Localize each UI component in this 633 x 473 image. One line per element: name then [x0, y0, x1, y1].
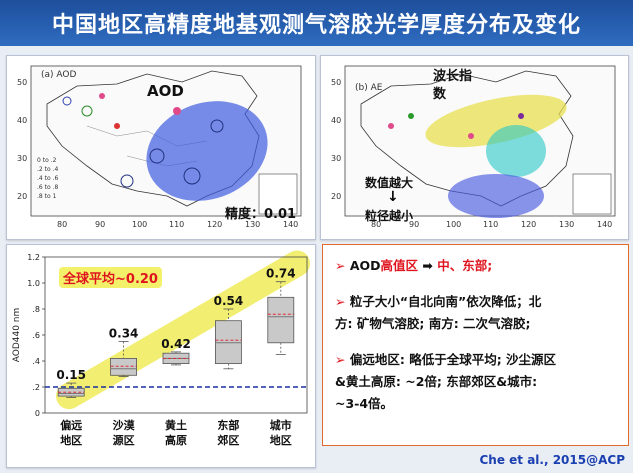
- map-legend: 0 to .2 .2 to .4 .4 to .6 .6 to .8 .8 to…: [37, 156, 58, 201]
- box: [267, 296, 295, 344]
- y-tick: 40: [17, 116, 28, 125]
- x-tick: 90: [409, 220, 420, 229]
- x-tick: 130: [245, 220, 261, 229]
- median-value-label: 0.42: [161, 337, 191, 351]
- arrow-top-label: 数值越大: [365, 176, 414, 190]
- category-label: 黄土: [165, 418, 187, 432]
- aod-overlay-label: AOD: [147, 82, 184, 100]
- x-tick: 140: [283, 220, 299, 229]
- aod-map: [30, 65, 302, 217]
- x-tick: 110: [169, 220, 185, 229]
- legend-item: .8 to 1: [37, 193, 57, 200]
- ae-overlay-label: 波长指数: [433, 69, 473, 102]
- y-tick-label: .8: [32, 305, 40, 314]
- y-tick-label: .2: [32, 383, 40, 392]
- boxplot-panel: 0.2.4.6.8 1.0 1.2 AOD440 nm 0.15 偏远 地区 0.34 沙漠 源区…: [6, 244, 316, 468]
- bullet-marker: ➢: [335, 352, 346, 367]
- category-label: 沙漠: [113, 418, 136, 432]
- bullet-3: ➢ 偏远地区: 略低于全球平均; 沙尘源区 &黄土高原: ~2倍; 东部郊区&城…: [335, 352, 557, 411]
- x-tick: 80: [371, 220, 382, 229]
- y-tick: 20: [17, 192, 28, 201]
- x-tick: 130: [559, 220, 575, 229]
- map-panel-label: (b) AE: [355, 83, 383, 93]
- legend-item: .6 to .8: [37, 184, 59, 191]
- down-arrow-icon: ↓: [387, 189, 399, 205]
- ae-map: [344, 65, 616, 218]
- category-label: 偏远: [60, 418, 82, 432]
- median-value-label: 0.54: [214, 294, 244, 308]
- accuracy-label: 精度：0.01: [225, 207, 297, 222]
- category-label: 东部: [217, 418, 239, 432]
- title-banner: 中国地区高精度地基观测气溶胶光学厚度分布及变化: [0, 0, 633, 46]
- y-tick-label: 1.2: [27, 253, 40, 262]
- y-tick: 20: [331, 192, 342, 201]
- legend-item: .4 to .6: [37, 175, 59, 182]
- x-tick: 120: [521, 220, 537, 229]
- page-title: 中国地区高精度地基观测气溶胶光学厚度分布及变化: [51, 13, 581, 38]
- box: [214, 320, 242, 364]
- aod-map-panel: (a) AOD AOD 精度：0.01 50 40 30 20 80 90 10…: [6, 55, 316, 240]
- y-tick: 50: [17, 78, 28, 87]
- y-tick: 50: [331, 78, 342, 87]
- trend-band: [56, 250, 310, 410]
- category-label: 源区: [113, 433, 135, 447]
- category-label: 郊区: [217, 433, 239, 447]
- x-tick: 120: [207, 220, 223, 229]
- global-mean-label: 全球平均~0.20: [59, 267, 162, 288]
- x-tick: 100: [446, 220, 462, 229]
- legend-item: .2 to .4: [37, 166, 59, 173]
- y-tick: 30: [17, 154, 28, 163]
- x-tick: 110: [483, 220, 499, 229]
- ae-map-panel: (b) AE 波长指数 数值越大 ↓ 粒径越小 50 40 30 20 80 9…: [320, 55, 629, 240]
- median-value-label: 0.15: [56, 368, 86, 382]
- box: [110, 358, 137, 376]
- y-tick: 30: [331, 154, 342, 163]
- category-label: 高原: [165, 433, 187, 447]
- map-panel-label: (a) AOD: [41, 70, 77, 80]
- y-axis-label: AOD440 nm: [12, 308, 22, 363]
- arrow-bottom-label: 粒径越小: [365, 209, 414, 223]
- x-tick: 80: [57, 220, 68, 229]
- category-label: 城市: [270, 418, 292, 432]
- y-tick-label: 0: [35, 409, 40, 418]
- x-tick: 90: [95, 220, 106, 229]
- bullet-marker: ➢: [335, 294, 346, 309]
- y-tick-label: .6: [32, 331, 40, 340]
- category-label: 地区: [60, 433, 82, 447]
- y-tick-label: 1.0: [27, 279, 40, 288]
- x-tick: 100: [132, 220, 148, 229]
- category-label: 地区: [270, 433, 292, 447]
- y-tick: 40: [331, 116, 342, 125]
- bullet-2: ➢ 粒子大小“自北向南”依次降低；北 方: 矿物气溶胶; 南方: 二次气溶胶;: [335, 294, 542, 331]
- median-value-label: 0.34: [109, 327, 139, 341]
- citation: Che et al., 2015@ACP: [479, 453, 625, 467]
- legend-item: 0 to .2: [37, 157, 57, 164]
- findings-box: ➢ AOD高值区 ➡ 中、东部; ➢ 粒子大小“自北向南”依次降低；北 方: 矿…: [322, 244, 629, 446]
- bullet-marker: ➢: [335, 258, 346, 273]
- bullet-1: ➢ AOD高值区 ➡ 中、东部;: [335, 258, 493, 273]
- y-tick-label: .4: [32, 357, 40, 366]
- median-value-label: 0.74: [266, 267, 296, 281]
- x-tick: 140: [597, 220, 613, 229]
